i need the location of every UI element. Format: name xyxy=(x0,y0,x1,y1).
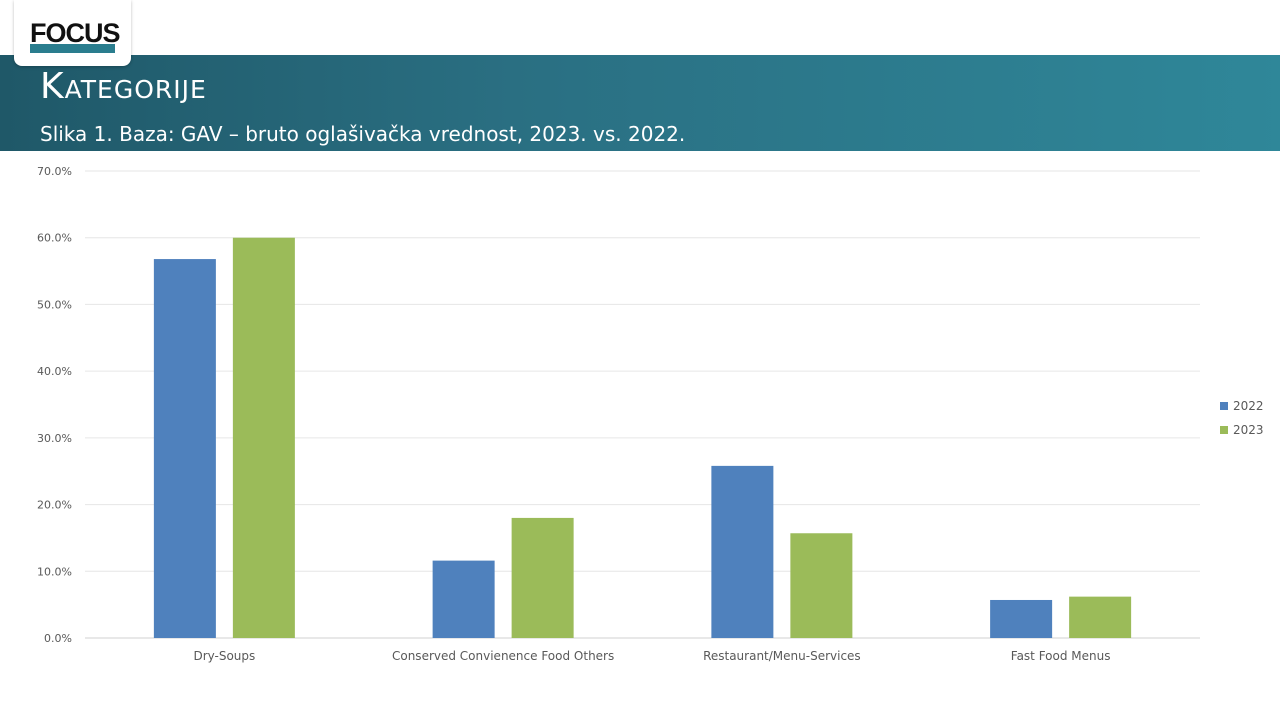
bar-2023-1 xyxy=(232,237,295,638)
y-tick-label: 60.0% xyxy=(37,232,72,245)
y-axis-ticks: 0.0% 10.0% 20.0% 30.0% 40.0% 50.0% 60.0% 70.0% xyxy=(37,165,72,645)
logo: FOCUS xyxy=(14,0,131,66)
y-tick-label: 0.0% xyxy=(44,632,72,645)
bar-2022-4 xyxy=(990,599,1053,638)
y-tick-label: 70.0% xyxy=(37,165,72,178)
y-tick-label: 10.0% xyxy=(37,565,72,578)
legend-item-2022: 2022 xyxy=(1220,394,1264,418)
bar-chart: 0.0%10.0%20.0%30.0%40.0%50.0%60.0%70.0% … xyxy=(37,165,1200,663)
x-tick-label: Dry-Soups xyxy=(193,649,255,663)
y-tick-label: 50.0% xyxy=(37,298,72,311)
y-tick-label: 40.0% xyxy=(37,365,72,378)
bar-2022-1 xyxy=(153,259,216,638)
x-tick-label: Fast Food Menus xyxy=(1011,649,1111,663)
legend-label-2023: 2023 xyxy=(1233,423,1264,437)
bars xyxy=(153,237,1132,638)
logo-bar xyxy=(30,44,115,53)
legend: 2022 2023 xyxy=(1220,394,1264,442)
bar-2022-2 xyxy=(432,560,495,638)
y-tick-label: 20.0% xyxy=(37,499,72,512)
bar-2022-3 xyxy=(711,465,774,638)
x-tick-label: Restaurant/Menu-Services xyxy=(703,649,861,663)
bar-2023-3 xyxy=(790,533,853,638)
page-title: Kategorije xyxy=(40,66,207,107)
bar-2023-4 xyxy=(1069,596,1132,638)
bar-2023-2 xyxy=(511,517,574,638)
y-tick-label: 30.0% xyxy=(37,432,72,445)
legend-item-2023: 2023 xyxy=(1220,418,1264,442)
legend-swatch-2023 xyxy=(1220,426,1228,434)
legend-label-2022: 2022 xyxy=(1233,399,1264,413)
header-band xyxy=(0,55,1280,151)
legend-swatch-2022 xyxy=(1220,402,1228,410)
chart-subtitle: Slika 1. Baza: GAV – bruto oglašivačka v… xyxy=(40,122,686,146)
logo-text: FOCUS xyxy=(30,18,120,48)
x-axis-labels: Dry-Soups Conserved Convienence Food Othe… xyxy=(193,649,1110,663)
x-tick-label: Conserved Convienence Food Others xyxy=(392,649,614,663)
